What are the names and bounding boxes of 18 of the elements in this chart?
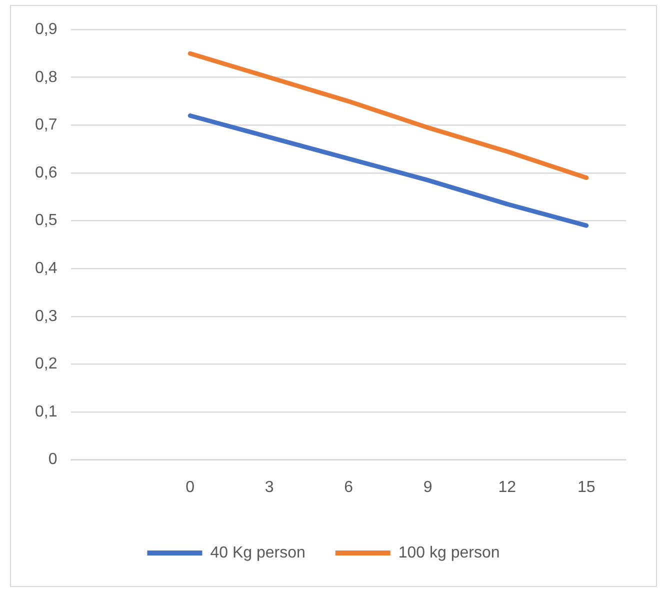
x-tick-label: 15	[577, 478, 596, 496]
x-tick-label: 0	[186, 478, 195, 496]
y-tick-label: 0,6	[34, 164, 58, 182]
x-tick-label: 6	[344, 478, 354, 496]
x-tick-label: 3	[264, 478, 274, 496]
legend-label: 40 Kg person	[210, 544, 306, 562]
y-tick-label: 0,9	[34, 21, 58, 38]
y-tick-label: 0,2	[34, 356, 58, 373]
x-tick-label: 9	[423, 478, 432, 496]
y-tick-label: 0	[48, 451, 58, 468]
y-tick-label: 0,5	[34, 212, 58, 230]
y-tick-label: 0,4	[34, 260, 58, 278]
y-tick-label: 0,1	[34, 403, 58, 420]
legend-label: 100 kg person	[398, 544, 500, 562]
x-tick-label: 12	[498, 478, 516, 496]
y-tick-label: 0,8	[34, 68, 58, 86]
y-tick-label: 0,7	[34, 116, 58, 134]
y-tick-label: 0,3	[34, 308, 58, 325]
